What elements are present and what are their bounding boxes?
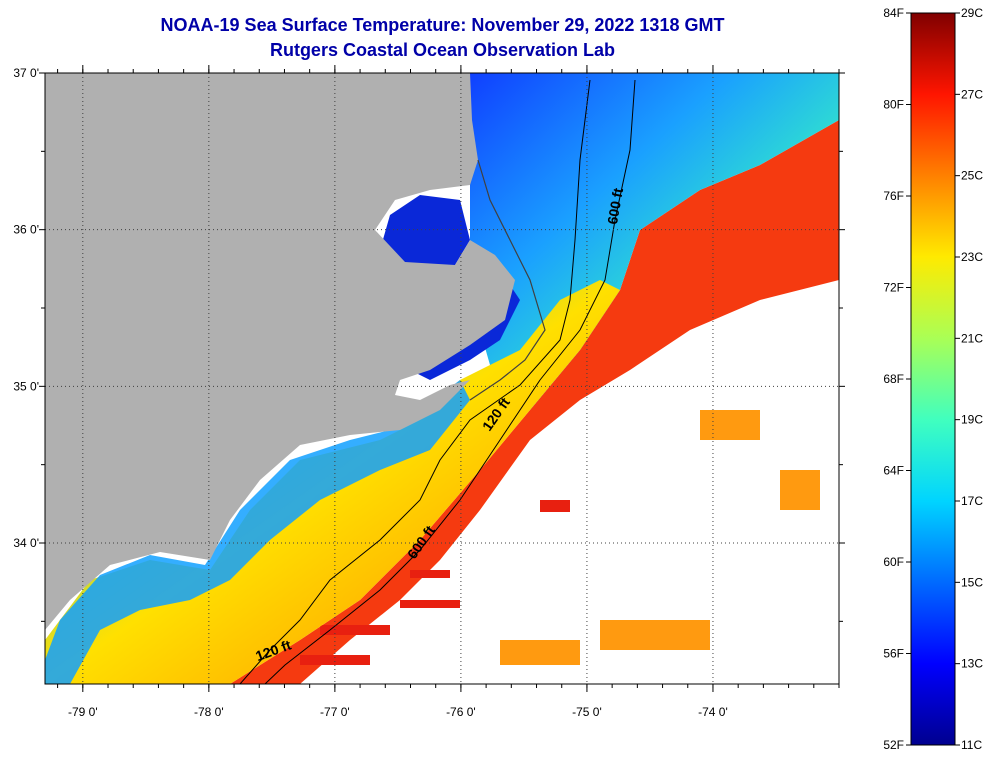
temperature-colorbar (910, 12, 956, 746)
colorbar-c-label: 27C (961, 87, 983, 101)
colorbar-f-label: 64F (883, 464, 904, 478)
latitude-tick-label: 34 0' (13, 536, 39, 550)
colorbar-c-label: 17C (961, 494, 983, 508)
colorbar-f-label: 60F (883, 555, 904, 569)
colorbar-f-label: 80F (883, 98, 904, 112)
warm-patches (500, 410, 820, 665)
colorbar-c-label: 29C (961, 6, 983, 20)
colorbar-f-label: 76F (883, 189, 904, 203)
isobath-label: 600 ft (604, 186, 626, 225)
colorbar-f-label: 72F (883, 281, 904, 295)
longitude-tick-label: -79 0' (68, 705, 98, 719)
colorbar-c-label: 23C (961, 250, 983, 264)
colorbar-f-label: 68F (883, 372, 904, 386)
graticule (45, 73, 839, 684)
colorbar-fahrenheit-labels: 84F 80F 76F 72F 68F 64F 60F 56F 52F (883, 6, 911, 752)
land-mass (45, 73, 515, 630)
longitude-tick-label: -74 0' (698, 705, 728, 719)
longitude-axis: -79 0' -78 0' -77 0' -76 0' -75 0' -74 0' (57, 65, 840, 719)
map-frame (44, 72, 840, 685)
latitude-axis: 37 0' 36 0' 35 0' 34 0' (13, 66, 845, 622)
outer-banks (469, 159, 546, 401)
longitude-tick-label: -76 0' (446, 705, 476, 719)
warm-streaks (300, 500, 570, 665)
isobath-600ft (264, 79, 636, 684)
longitude-tick-label: -78 0' (194, 705, 224, 719)
latitude-tick-label: 36 0' (13, 223, 39, 237)
isobath-120ft (239, 79, 591, 684)
nearshore-cool-water (45, 380, 470, 684)
colorbar-f-label: 56F (883, 647, 904, 661)
colorbar-c-label: 15C (961, 575, 983, 589)
map-subtitle: Rutgers Coastal Ocean Observation Lab (269, 40, 616, 60)
gulf-stream-warm-water (230, 120, 839, 684)
longitude-tick-label: -77 0' (320, 705, 350, 719)
colorbar-c-label: 19C (961, 413, 983, 427)
colorbar-c-label: 13C (961, 657, 983, 671)
colorbar-c-label: 25C (961, 169, 983, 183)
longitude-tick-label: -75 0' (572, 705, 602, 719)
colorbar-f-label: 84F (883, 6, 904, 20)
latitude-tick-label: 37 0' (13, 66, 39, 80)
map-title: NOAA-19 Sea Surface Temperature: Novembe… (160, 15, 725, 35)
colorbar-c-label: 21C (961, 331, 983, 345)
colorbar-f-label: 52F (883, 738, 904, 752)
colorbar-c-label: 11C (961, 738, 982, 752)
latitude-tick-label: 35 0' (13, 379, 39, 393)
colorbar-celsius-labels: 29C 27C 25C 23C 21C 19C 17C 15C 13C 11C (955, 6, 983, 752)
